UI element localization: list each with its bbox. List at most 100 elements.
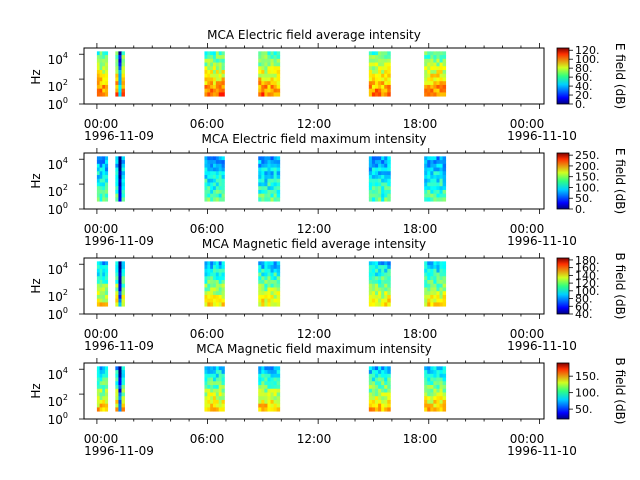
heatmap-cell <box>261 70 265 75</box>
heatmap-cell <box>387 265 391 270</box>
heatmap-cell <box>210 298 214 303</box>
heatmap-cell <box>368 385 373 390</box>
heatmap-cell <box>387 178 391 183</box>
heatmap-cell <box>371 381 376 386</box>
heatmap-cell <box>384 77 388 82</box>
heatmap-cell <box>121 156 125 161</box>
heatmap-cell <box>258 268 262 273</box>
heatmap-cell <box>375 186 379 191</box>
heatmap-cell <box>267 193 271 198</box>
heatmap-cell <box>207 62 211 67</box>
heatmap-cell <box>218 291 222 296</box>
svg-text:102: 102 <box>48 183 68 199</box>
heatmap-cell <box>433 291 437 296</box>
heatmap-cell <box>264 396 268 401</box>
data-segment <box>258 51 281 97</box>
y-axis-label: Hz <box>29 173 43 188</box>
heatmap-cell <box>276 291 281 296</box>
heatmap-cell <box>273 92 278 97</box>
plot-frame <box>83 362 545 420</box>
heatmap-cell <box>210 283 214 288</box>
heatmap-cell <box>439 272 443 277</box>
heatmap-cell <box>381 182 385 187</box>
heatmap-cell <box>264 55 268 60</box>
heatmap-cell <box>215 84 220 90</box>
heatmap-cell <box>96 55 100 60</box>
heatmap-cell <box>267 58 271 63</box>
heatmap-cell <box>375 268 379 273</box>
heatmap-cell <box>436 373 440 378</box>
heatmap-cell <box>384 268 388 273</box>
heatmap-cell <box>104 84 109 90</box>
heatmap-cell <box>218 197 222 202</box>
heatmap-cell <box>104 156 109 161</box>
heatmap-cell <box>104 287 109 292</box>
heatmap-cell <box>276 272 281 277</box>
heatmap-cell <box>207 92 211 97</box>
heatmap-cell <box>104 51 109 56</box>
heatmap-cell <box>115 182 119 187</box>
heatmap-cell <box>121 291 125 296</box>
heatmap-cell <box>381 265 385 270</box>
heatmap-cell <box>267 84 271 90</box>
heatmap-cell <box>258 291 262 296</box>
heatmap-cell <box>439 186 443 191</box>
heatmap-cell <box>439 66 443 71</box>
heatmap-cell <box>273 167 278 172</box>
heatmap-cell <box>218 283 222 288</box>
heatmap-cell <box>261 55 265 60</box>
heatmap-cell <box>115 81 119 86</box>
heatmap-cell <box>436 265 440 270</box>
heatmap-cell <box>387 81 391 86</box>
heatmap-cell <box>427 276 431 281</box>
heatmap-cell <box>210 268 214 273</box>
heatmap-cell <box>264 189 268 195</box>
heatmap-cell <box>270 287 274 292</box>
heatmap-cell <box>104 276 109 281</box>
heatmap-cell <box>261 66 265 71</box>
heatmap-cell <box>258 66 262 71</box>
heatmap-cell <box>384 58 388 63</box>
heatmap-cell <box>215 156 220 161</box>
heatmap-cell <box>204 268 208 273</box>
heatmap-cell <box>221 396 225 401</box>
heatmap-cell <box>99 276 103 281</box>
heatmap-cell <box>104 175 109 180</box>
heatmap-cell <box>96 283 100 288</box>
colorbar-tick-label: 60. <box>575 71 593 84</box>
heatmap-cell <box>213 373 217 378</box>
heatmap-cell <box>215 381 220 386</box>
heatmap-cell <box>381 287 385 292</box>
heatmap-cell <box>210 377 214 382</box>
heatmap-cell <box>102 175 106 180</box>
heatmap-cell <box>121 189 125 195</box>
heatmap-cell <box>276 88 281 93</box>
heatmap-cell <box>433 272 437 277</box>
heatmap-cell <box>261 302 265 307</box>
heatmap-cell <box>218 287 222 292</box>
heatmap-cell <box>439 189 443 195</box>
heatmap-cell <box>210 92 214 97</box>
heatmap-cell <box>371 283 376 288</box>
heatmap-cell <box>430 197 434 202</box>
heatmap-cell <box>378 283 382 288</box>
heatmap-cell <box>115 261 119 266</box>
heatmap-cell <box>368 377 373 382</box>
heatmap-cell <box>430 272 434 277</box>
x-tick-label: 06:00 <box>190 117 225 131</box>
heatmap-cell <box>210 294 214 300</box>
heatmap-cell <box>439 81 443 86</box>
heatmap-cell <box>384 182 388 187</box>
heatmap-cell <box>433 81 437 86</box>
heatmap-cell <box>121 84 125 90</box>
heatmap-cell <box>371 385 376 390</box>
heatmap-cell <box>204 197 208 202</box>
heatmap-cell <box>270 163 274 168</box>
heatmap-cell <box>121 280 125 285</box>
heatmap-cell <box>378 381 382 386</box>
heatmap-cell <box>436 92 440 97</box>
heatmap-cell <box>384 287 388 292</box>
heatmap-cell <box>261 272 265 277</box>
heatmap-cell <box>104 377 109 382</box>
heatmap-cell <box>207 73 211 78</box>
